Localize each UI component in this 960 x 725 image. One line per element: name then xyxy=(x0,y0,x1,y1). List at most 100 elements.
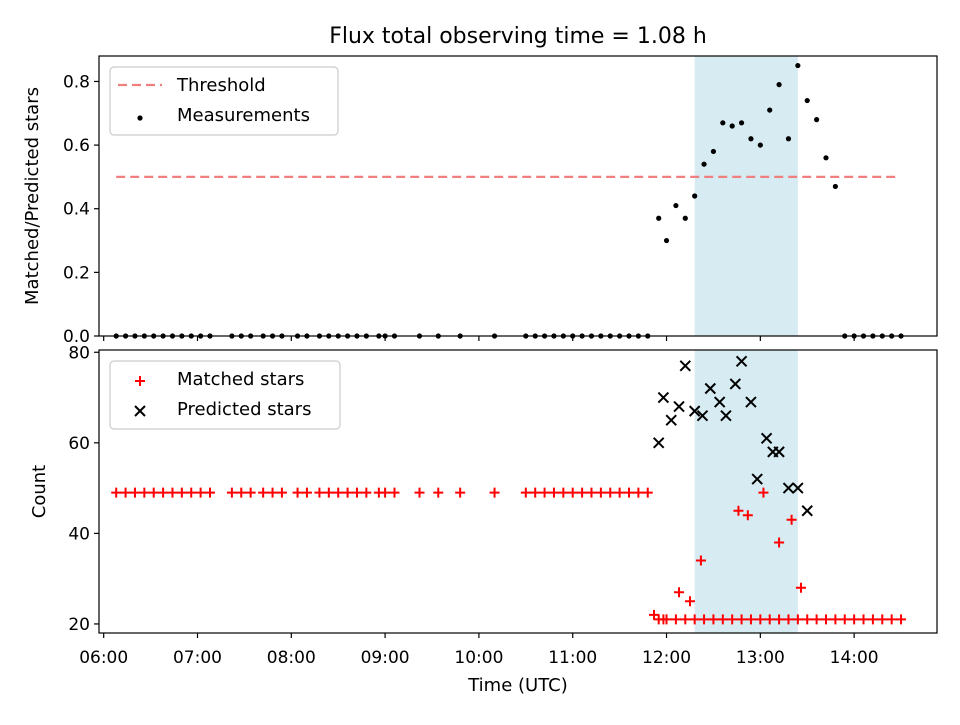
bottom-point xyxy=(839,614,850,625)
bottom-point xyxy=(148,487,159,498)
bottom-point xyxy=(577,487,588,498)
legend-swatch-predicted xyxy=(134,405,146,417)
bottom-point xyxy=(658,614,669,625)
bottom-point xyxy=(802,614,813,625)
top-y-tick-label: 0.2 xyxy=(63,263,90,283)
bottom-y-tick-label: 80 xyxy=(68,343,90,363)
x-tick-label: 06:00 xyxy=(79,648,128,668)
top-point xyxy=(710,148,717,155)
bottom-point xyxy=(292,487,303,498)
top-point xyxy=(795,62,801,69)
bottom-point xyxy=(773,446,785,458)
bottom-point xyxy=(342,487,353,498)
bottom-point xyxy=(624,487,635,498)
bottom-y-tick-label: 40 xyxy=(68,524,90,544)
top-point xyxy=(682,215,688,221)
bottom-point xyxy=(696,409,709,422)
bottom-point xyxy=(877,614,888,625)
bottom-point xyxy=(167,487,178,498)
top-y-tick-label: 0.8 xyxy=(63,72,90,92)
bottom-legend xyxy=(109,360,341,430)
top-highlight-span xyxy=(694,56,798,336)
bottom-point xyxy=(139,487,150,498)
bottom-point xyxy=(886,614,897,625)
bottom-point xyxy=(361,487,372,498)
bottom-point xyxy=(195,487,206,498)
bottom-point xyxy=(792,482,804,494)
bottom-highlight-span xyxy=(694,350,798,633)
x-tick-label: 14:00 xyxy=(830,648,879,668)
legend-swatch-measurements xyxy=(137,115,143,121)
bottom-point xyxy=(896,614,907,625)
top-point xyxy=(785,136,792,142)
bottom-point xyxy=(670,614,681,625)
bottom-point xyxy=(720,409,732,422)
top-point xyxy=(692,193,698,199)
bottom-point xyxy=(558,487,569,498)
bottom-point xyxy=(745,396,757,408)
bottom-point xyxy=(649,609,660,620)
bottom-point xyxy=(245,487,256,498)
bottom-point xyxy=(205,487,216,498)
bottom-point xyxy=(679,360,691,372)
bottom-point xyxy=(665,414,677,426)
bottom-point xyxy=(704,382,717,395)
x-axis-label: Time (UTC) xyxy=(467,675,568,696)
bottom-point xyxy=(736,614,747,625)
x-tick-label: 11:00 xyxy=(548,648,597,668)
x-tick-label: 09:00 xyxy=(361,648,410,668)
bottom-point xyxy=(699,614,710,625)
bottom-point xyxy=(489,487,500,498)
legend-label: Matched stars xyxy=(177,369,304,390)
x-tick-label: 10:00 xyxy=(454,648,503,668)
legend-label: Threshold xyxy=(176,75,266,96)
bottom-point xyxy=(433,487,444,498)
bottom-point xyxy=(657,391,670,404)
bottom-point xyxy=(774,614,785,625)
bottom-point xyxy=(530,487,541,498)
bottom-point xyxy=(858,614,869,625)
bottom-point xyxy=(186,487,197,498)
bottom-point xyxy=(717,614,728,625)
bottom-point xyxy=(548,487,559,498)
top-y-tick-label: 0.4 xyxy=(63,200,90,220)
bottom-point xyxy=(708,614,719,625)
bottom-point xyxy=(267,487,278,498)
bottom-point xyxy=(414,487,425,498)
bottom-point xyxy=(673,400,685,413)
top-y-tick-label: 0.6 xyxy=(63,136,90,156)
top-point xyxy=(823,155,829,161)
bottom-y-tick-label: 60 xyxy=(68,434,90,454)
legend-label: Measurements xyxy=(177,105,310,126)
bottom-point xyxy=(688,405,701,417)
bottom-point xyxy=(642,487,653,498)
x-tick-label: 13:00 xyxy=(736,648,785,668)
bottom-point xyxy=(614,487,625,498)
x-tick-label: 07:00 xyxy=(173,648,222,668)
bottom-point xyxy=(695,555,706,566)
top-legend xyxy=(109,66,339,136)
bottom-point xyxy=(745,614,756,625)
bottom-point xyxy=(733,505,744,516)
bottom-point xyxy=(129,487,140,498)
top-point xyxy=(767,107,773,113)
bottom-point xyxy=(323,487,334,498)
bottom-point xyxy=(314,487,325,498)
bottom-point xyxy=(674,587,685,598)
bottom-point xyxy=(333,487,344,498)
bottom-point xyxy=(226,487,237,498)
bottom-point xyxy=(455,487,466,498)
bottom-point xyxy=(276,487,287,498)
bottom-point xyxy=(586,487,597,498)
bottom-point xyxy=(351,487,362,498)
bottom-point xyxy=(729,378,742,390)
x-tick-label: 08:00 xyxy=(267,648,316,668)
bottom-point xyxy=(849,614,860,625)
bottom-point xyxy=(520,487,531,498)
bottom-point xyxy=(595,487,606,498)
bottom-point xyxy=(830,614,841,625)
bottom-point xyxy=(820,614,831,625)
top-point xyxy=(804,97,810,104)
